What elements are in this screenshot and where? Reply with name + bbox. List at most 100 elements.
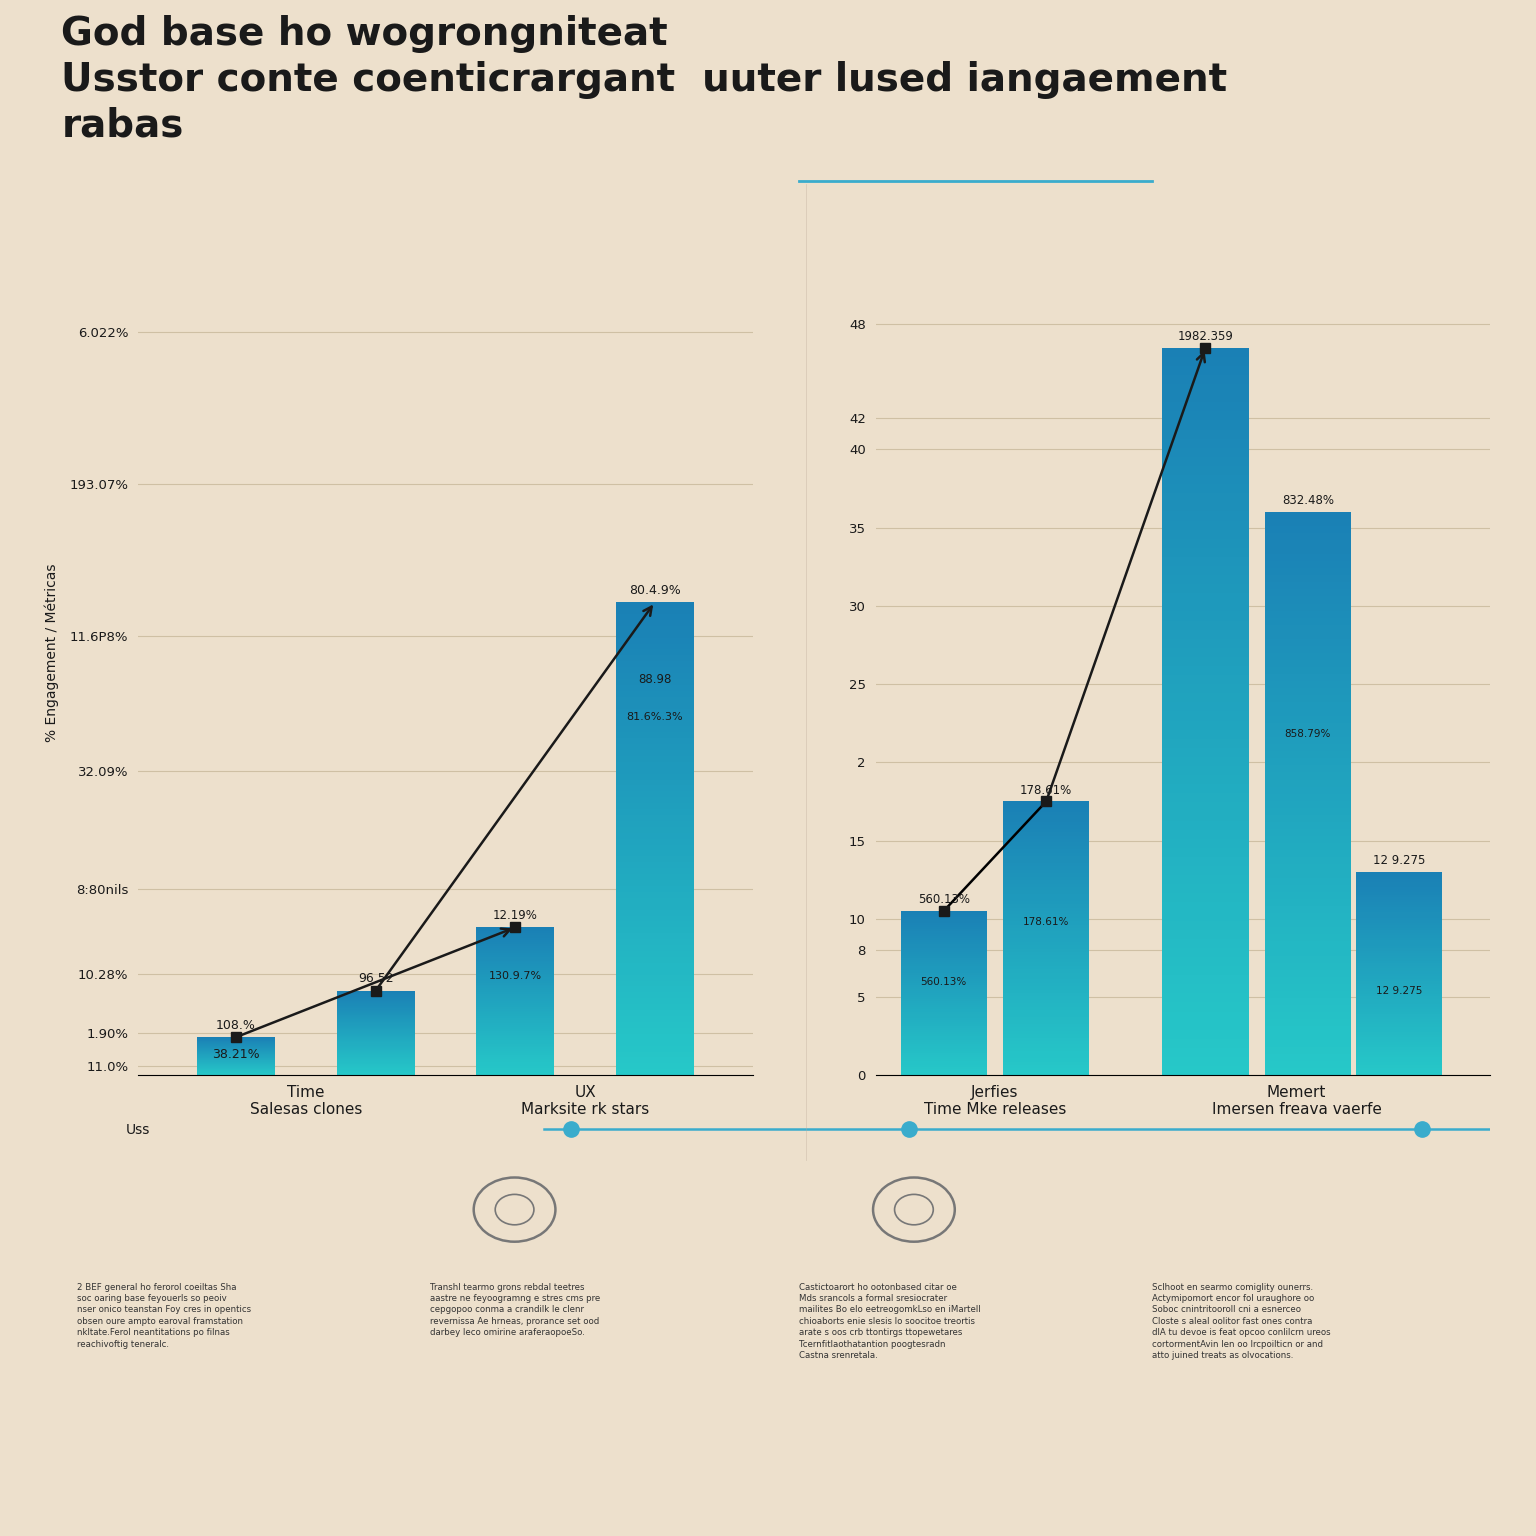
Bar [1163,938,1249,948]
Bar [1163,1003,1249,1012]
Bar [1264,568,1352,576]
Bar [1264,780,1352,786]
Bar [476,1017,554,1018]
Bar [1163,449,1249,456]
Bar [900,1032,988,1034]
Bar [1163,776,1249,785]
Bar [616,660,694,667]
Bar [1163,574,1249,584]
Bar [1003,1051,1089,1055]
Bar [1264,892,1352,899]
Bar [1163,957,1249,966]
Bar [1163,948,1249,957]
Bar [900,1015,988,1018]
Bar [900,1026,988,1028]
Bar [1264,822,1352,829]
Bar [476,965,554,966]
Text: 2 BEF general ho ferorol coeiltas Sha
soc oaring base feyouerls so peoiv
nser on: 2 BEF general ho ferorol coeiltas Sha so… [77,1283,250,1349]
Bar [1356,966,1442,968]
Bar [1163,384,1249,393]
Bar [616,708,694,714]
Bar [900,1020,988,1021]
Bar [900,1034,988,1037]
Bar [900,946,988,948]
Bar [1163,720,1249,730]
Bar [900,1071,988,1074]
Bar [616,909,694,915]
Bar [1356,880,1442,882]
Bar [1356,874,1442,877]
Bar [1163,693,1249,702]
Bar [476,1035,554,1037]
Bar [900,925,988,928]
Bar [616,1011,694,1017]
Text: Sclhoot en searmo comiglity ounerrs.
Actymipomort encor fol uraughore oo
Soboc c: Sclhoot en searmo comiglity ounerrs. Act… [1152,1283,1330,1361]
Bar [1264,879,1352,885]
Bar [1003,983,1089,986]
Bar [476,1021,554,1023]
Bar [616,992,694,998]
Bar [900,1000,988,1001]
Bar [1264,955,1352,963]
Bar [900,1014,988,1015]
Bar [476,1006,554,1009]
Bar [1003,1020,1089,1025]
Bar [616,1046,694,1052]
Bar [476,1055,554,1057]
Bar [616,1034,694,1040]
Bar [1264,533,1352,541]
Bar [1356,958,1442,962]
Bar [1163,975,1249,985]
Bar [476,1029,554,1031]
Bar [1003,980,1089,983]
Bar [1163,630,1249,639]
Bar [476,1032,554,1035]
Bar [1003,805,1089,808]
Bar [900,989,988,991]
Bar [1356,912,1442,915]
Bar [1003,952,1089,955]
Bar [1264,617,1352,625]
Bar [1264,836,1352,843]
Bar [616,756,694,762]
Bar [476,1074,554,1075]
Bar [476,963,554,965]
Bar [1264,969,1352,977]
Bar [1356,905,1442,908]
Bar [616,727,694,733]
Bar [616,851,694,857]
Bar [1264,723,1352,730]
Bar [616,1063,694,1069]
Bar [616,938,694,945]
Bar [476,983,554,985]
Bar [1264,660,1352,667]
Bar [476,1044,554,1046]
Bar [1264,914,1352,920]
Bar [616,650,694,656]
Bar [1003,1044,1089,1048]
Bar [1163,929,1249,938]
Text: 858.79%: 858.79% [1284,730,1332,739]
Bar [1264,800,1352,808]
Bar [1356,1055,1442,1057]
Bar [476,1038,554,1040]
Bar [1356,982,1442,983]
Bar [1356,974,1442,975]
Bar [1003,1069,1089,1072]
Bar [1003,877,1089,880]
Bar [900,940,988,942]
Text: 38.21%: 38.21% [212,1048,260,1061]
Bar [900,952,988,954]
Bar [1163,530,1249,539]
Bar [476,1046,554,1048]
Bar [1264,765,1352,773]
Bar [900,919,988,922]
Bar [1356,897,1442,900]
Bar [476,1041,554,1044]
Bar [1264,1005,1352,1012]
Bar [1264,977,1352,983]
Bar [616,774,694,780]
Bar [476,997,554,1000]
Bar [1264,680,1352,688]
Bar [1003,822,1089,825]
